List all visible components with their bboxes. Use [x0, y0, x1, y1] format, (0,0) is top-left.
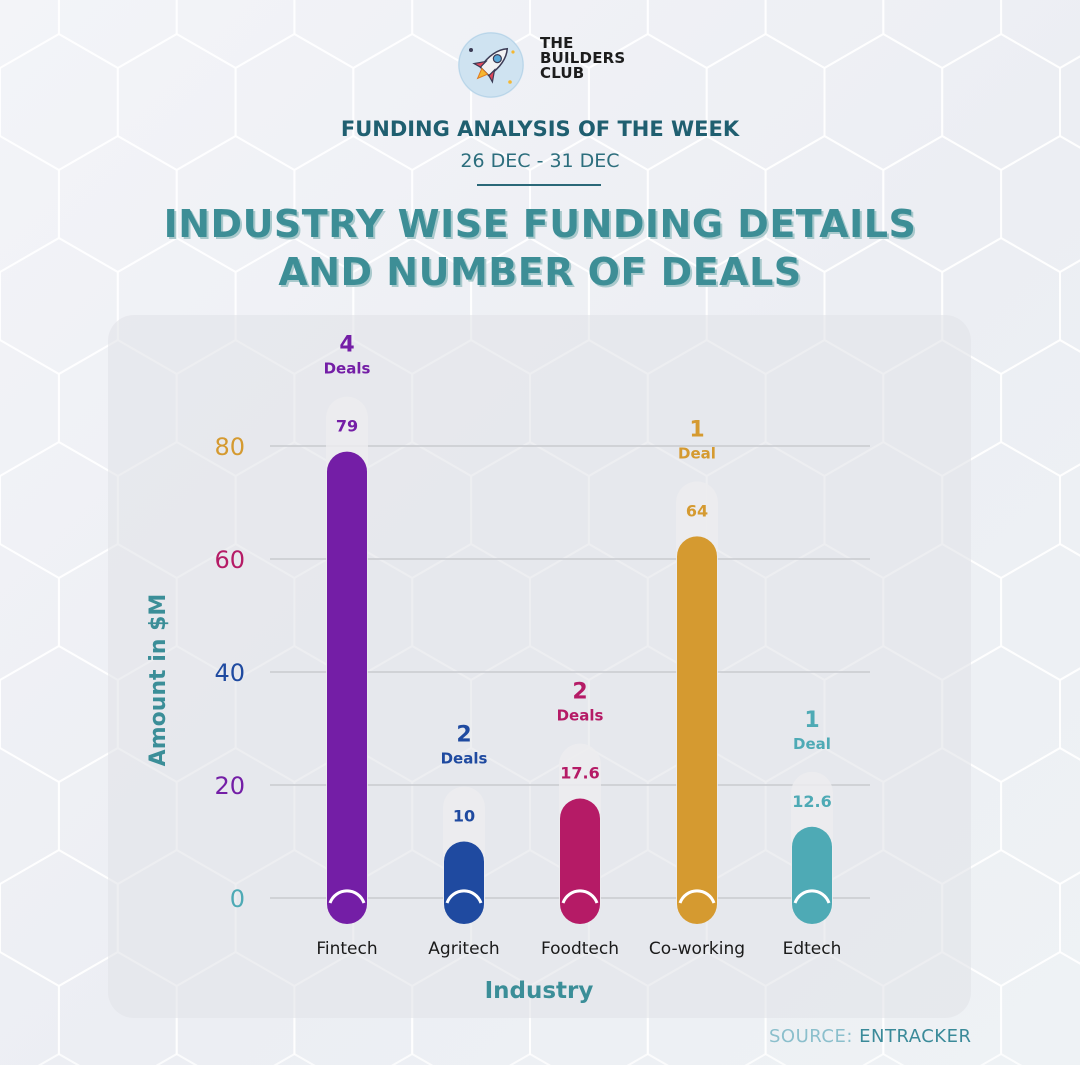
- y-axis-title: Amount in $M: [146, 594, 171, 767]
- source-label: SOURCE:: [769, 1026, 853, 1047]
- data-label: 17.6: [560, 764, 599, 783]
- deals-count: 2: [456, 723, 471, 748]
- date-range: 26 DEC - 31 DEC: [460, 150, 620, 172]
- bar: [792, 826, 832, 924]
- bar: [327, 451, 367, 924]
- data-label: 12.6: [792, 792, 831, 811]
- brand-name: THE BUILDERS CLUB: [540, 36, 660, 81]
- hexagon-shape: [1000, 950, 1080, 1065]
- brand-logo: THE BUILDERS CLUB: [458, 30, 658, 100]
- x-axis-title: Industry: [485, 978, 594, 1004]
- deals-label: Deal: [678, 444, 716, 462]
- title-line-2: AND NUMBER OF DEALS: [278, 250, 802, 294]
- bar-base-outline: [328, 889, 366, 904]
- x-tick-label: Fintech: [316, 939, 377, 959]
- deals-label: Deals: [557, 707, 604, 725]
- data-label: 10: [453, 807, 475, 826]
- x-tick-label: Co-working: [649, 939, 745, 959]
- x-tick-label: Edtech: [783, 939, 842, 959]
- page-subtitle: FUNDING ANALYSIS OF THE WEEK: [340, 117, 740, 141]
- rocket-icon: [458, 32, 524, 98]
- y-tick-label: 40: [214, 659, 245, 687]
- title-line-1: INDUSTRY WISE FUNDING DETAILS: [163, 202, 917, 246]
- bar: [677, 536, 717, 924]
- y-tick-label: 80: [214, 433, 245, 461]
- deals-count: 4: [339, 333, 354, 358]
- bar: [444, 841, 484, 924]
- brand-line-3: CLUB: [540, 64, 585, 82]
- brand-line-2: BUILDERS: [540, 49, 626, 67]
- y-tick-label: 20: [214, 772, 245, 800]
- deals-count: 2: [572, 680, 587, 705]
- data-label: 79: [336, 417, 358, 436]
- data-label: 64: [686, 501, 708, 520]
- bar-base-outline: [445, 889, 483, 904]
- source-value: ENTRACKER: [859, 1026, 972, 1047]
- header-divider: [477, 184, 601, 186]
- page-title: INDUSTRY WISE FUNDING DETAILS AND NUMBER…: [0, 200, 1080, 296]
- y-tick-label: 60: [214, 546, 245, 574]
- bar-base-outline: [793, 889, 831, 904]
- deals-count: 1: [804, 708, 819, 733]
- source-credit: SOURCE: ENTRACKER: [769, 1026, 989, 1047]
- deals-label: Deals: [441, 750, 488, 768]
- x-tick-label: Foodtech: [541, 939, 619, 959]
- y-tick-label: 0: [230, 885, 245, 913]
- bar-base-outline: [678, 889, 716, 904]
- bar-base-outline: [561, 889, 599, 904]
- brand-line-1: THE: [540, 34, 574, 52]
- deals-label: Deals: [324, 360, 371, 378]
- deals-count: 1: [689, 417, 704, 442]
- x-tick-label: Agritech: [428, 939, 499, 959]
- deals-label: Deal: [793, 735, 831, 753]
- bar: [560, 798, 600, 924]
